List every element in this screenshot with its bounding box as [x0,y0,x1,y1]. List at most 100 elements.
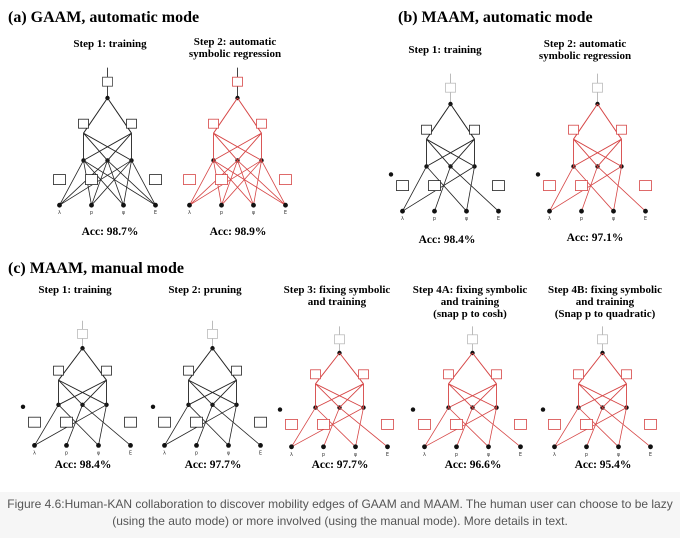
input-label: φ [227,450,231,456]
edge [59,160,84,206]
edge [426,166,467,212]
edge [618,407,627,447]
edge [456,407,473,447]
pruned-node [277,407,283,412]
input-label: λ [188,210,191,216]
activation-box [208,118,219,129]
activation-box [573,369,584,380]
input-node [128,443,133,448]
edge [448,383,497,409]
edge [221,160,238,206]
input-node [616,444,621,450]
step-title-c4a: Step 4A: fixing symbolic and training (sna… [412,284,528,320]
activation-box [639,180,652,191]
section-title-a: (a) GAAM, automatic mode [8,9,200,26]
activation-box [492,180,505,191]
input-node [648,444,653,450]
step-title-b1: Step 1: training [408,44,482,56]
input-label: φ [354,452,358,458]
edge [237,160,286,206]
edge [213,160,254,206]
edge [253,160,262,206]
edge [212,379,237,406]
acc-a1: Acc: 98.7% [81,226,139,238]
step-title-a1: Step 1: training [73,38,147,50]
edge [107,160,124,206]
input-label: λ [401,216,404,222]
input-label: p [65,450,68,456]
edge [597,138,622,167]
activation-box [285,419,298,430]
edge [82,379,107,406]
acc-c4a: Acc: 96.6% [444,459,502,471]
edge [448,407,489,448]
acc-c4b: Acc: 95.4% [574,459,632,471]
activation-box [232,76,243,87]
activation-box [450,419,463,430]
input-node [454,444,459,450]
edge [426,138,475,167]
edge [83,160,156,206]
input-node [584,444,589,450]
edge [83,160,124,206]
input-node [64,443,69,448]
figure: (a) GAAM, automatic mode (b) MAAM, autom… [8,9,662,471]
activation-box [149,174,162,185]
edge [402,166,427,212]
edge [34,404,59,446]
activation-box [421,124,432,135]
activation-box [78,118,89,129]
edge [58,379,83,406]
input-node [518,444,523,450]
edge [123,160,132,206]
input-label: λ [163,450,166,456]
activation-box [101,365,112,376]
input-node [283,202,288,208]
edge [573,138,598,167]
section-title-b: (b) MAAM, automatic mode [398,9,593,26]
input-node [321,444,326,450]
edge [448,383,473,408]
activation-box [491,369,502,380]
input-node [96,443,101,448]
input-node [552,444,557,450]
activation-box [543,180,556,191]
edge [188,404,229,446]
edge [58,379,107,406]
input-label: E [154,210,157,216]
input-node [226,443,231,448]
edge [189,160,214,206]
edge [237,160,254,206]
pruned-node [410,407,416,412]
input-label: E [649,452,652,458]
input-label: φ [465,216,469,222]
edge [188,379,213,406]
acc-b1: Acc: 98.4% [418,234,476,246]
input-node [486,444,491,450]
edge [107,132,132,161]
edge [597,166,646,212]
activation-box [358,369,369,380]
input-label: λ [290,452,293,458]
activation-box [85,174,98,185]
activation-box [575,180,588,191]
activation-box [254,416,267,428]
activation-box [256,118,267,129]
activation-box [317,419,330,430]
edge [450,138,475,167]
activation-box [644,419,657,430]
input-node [258,443,263,448]
edge [91,160,108,206]
input-node [611,208,616,214]
edge [237,132,262,161]
input-label: φ [487,452,491,458]
activation-box [469,124,480,135]
input-label: p [195,450,198,456]
input-node [162,443,167,448]
acc-b2: Acc: 97.1% [566,232,624,244]
activation-box [443,369,454,380]
edge [83,132,108,161]
edge [355,407,364,447]
activation-box [467,334,478,345]
